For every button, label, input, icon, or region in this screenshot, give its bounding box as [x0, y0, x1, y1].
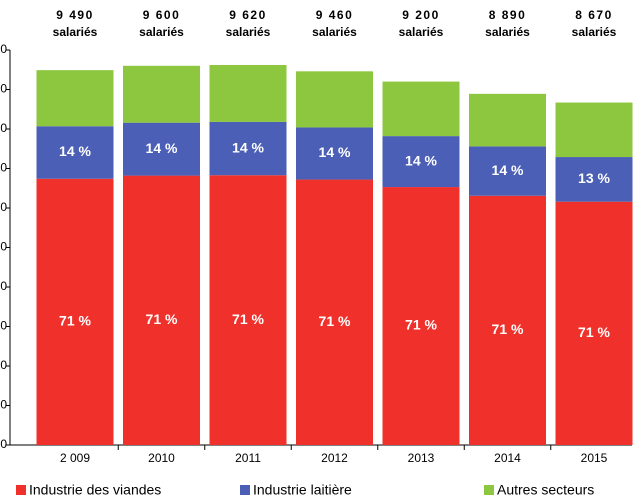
data-label: 71 %	[59, 313, 91, 329]
data-label: 14 %	[146, 140, 178, 156]
bar-segment	[209, 65, 287, 122]
total-label: 9 200	[402, 8, 440, 22]
bar-segment	[36, 70, 114, 127]
x-tick-label: 2 009	[60, 451, 90, 465]
total-label: 8 890	[489, 8, 527, 22]
legend-label: Industrie des viandes	[29, 482, 161, 498]
bar-segment	[382, 136, 460, 188]
bar-segment	[123, 122, 200, 176]
x-tick-label: 2011	[235, 451, 261, 465]
bar-segment	[555, 157, 633, 202]
bar-segment	[469, 195, 546, 445]
y-tick-label: 8000	[0, 121, 7, 135]
x-tick-label: 2014	[494, 451, 521, 465]
total-label: 8 670	[575, 8, 613, 22]
legend-label: Autres secteurs	[497, 482, 594, 498]
bar-segment	[555, 102, 633, 158]
total-label: 9 600	[143, 8, 181, 22]
total-label: 9 620	[229, 8, 267, 22]
bar-segment	[296, 127, 373, 180]
bar-segment	[209, 121, 287, 176]
legend-swatch	[484, 485, 494, 495]
x-tick-label: 2013	[408, 451, 435, 465]
data-label: 71 %	[492, 321, 524, 337]
legend-swatch	[240, 485, 250, 495]
bar-segment	[469, 93, 546, 147]
bar-segment	[555, 201, 633, 445]
bar-segment	[36, 178, 114, 445]
data-label: 71 %	[578, 324, 610, 340]
total-unit: salariés	[53, 25, 98, 39]
legend-swatch	[16, 485, 26, 495]
bar-segment	[382, 187, 460, 445]
data-label: 71 %	[405, 317, 437, 333]
bar-segment	[469, 146, 546, 196]
bar-segment	[382, 81, 460, 137]
x-tick-label: 2010	[148, 451, 175, 465]
total-unit: salariés	[485, 25, 530, 39]
bar-segment	[209, 175, 287, 445]
x-tick-label: 2012	[321, 451, 348, 465]
y-tick-label: 1000	[0, 398, 7, 412]
total-unit: salariés	[572, 25, 617, 39]
y-tick-label: 10000	[0, 42, 7, 56]
total-unit: salariés	[399, 25, 444, 39]
total-unit: salariés	[226, 25, 271, 39]
y-tick-label: 5000	[0, 240, 7, 254]
data-label: 14 %	[59, 143, 91, 159]
data-label: 14 %	[319, 144, 351, 160]
data-label: 71 %	[146, 311, 178, 327]
bar-segment	[123, 175, 200, 446]
x-tick-label: 2015	[581, 451, 608, 465]
y-tick-label: 0	[0, 437, 7, 451]
data-label: 14 %	[232, 139, 264, 155]
y-tick-label: 4000	[0, 279, 7, 293]
total-unit: salariés	[312, 25, 357, 39]
data-label: 71 %	[319, 313, 351, 329]
bar-segment	[36, 126, 114, 179]
data-label: 14 %	[492, 162, 524, 178]
total-label: 9 460	[316, 8, 354, 22]
bar-segment	[296, 71, 373, 128]
data-label: 71 %	[232, 311, 264, 327]
total-unit: salariés	[139, 25, 184, 39]
y-tick-label: 7000	[0, 161, 7, 175]
legend-label: Industrie laitière	[253, 482, 352, 498]
bar-segment	[296, 179, 373, 445]
y-tick-label: 2000	[0, 358, 7, 372]
y-tick-label: 3000	[0, 319, 7, 333]
data-label: 14 %	[405, 152, 437, 168]
y-tick-label: 6000	[0, 200, 7, 214]
data-label: 13 %	[578, 170, 610, 186]
y-tick-label: 9000	[0, 82, 7, 96]
bar-segment	[123, 65, 200, 123]
total-label: 9 490	[56, 8, 94, 22]
